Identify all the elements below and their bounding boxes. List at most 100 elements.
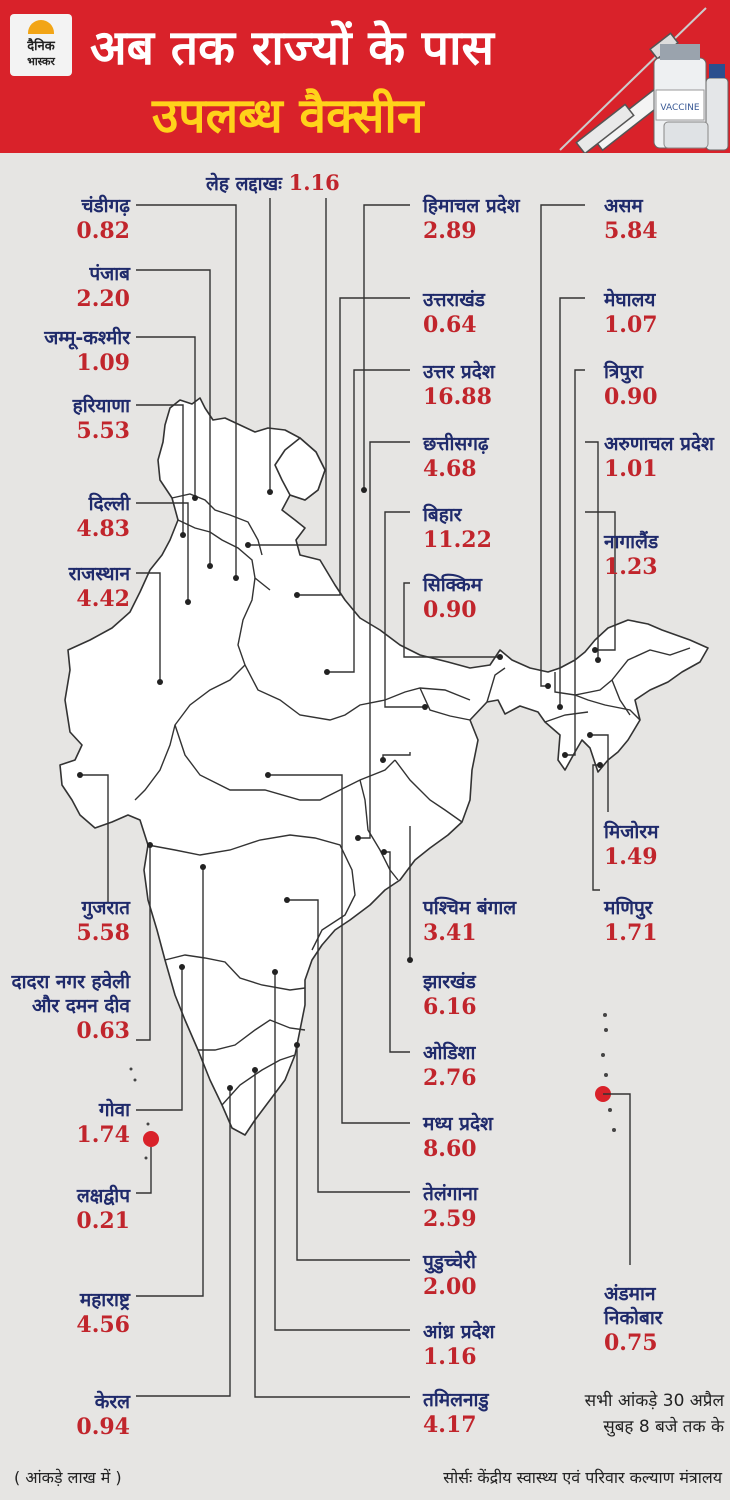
state-value: 1.07 [604, 312, 658, 338]
state-value: 4.83 [76, 516, 130, 542]
label-tripura: त्रिपुरा 0.90 [604, 360, 658, 410]
state-name: उत्तराखंड [423, 289, 485, 311]
header-banner: दैनिक भास्कर अब तक राज्यों के पास उपलब्ध… [0, 0, 730, 153]
label-maharashtra: महाराष्ट्र 4.56 [76, 1288, 130, 1338]
title-line1: अब तक राज्यों के पास [90, 20, 494, 76]
state-value: 0.75 [604, 1330, 658, 1356]
state-value: 0.82 [76, 218, 130, 244]
state-name: उत्तर प्रदेश [423, 361, 495, 383]
state-name: लक्षद्वीप [76, 1185, 130, 1207]
state-value: 4.68 [423, 456, 477, 482]
state-value: 5.53 [76, 418, 130, 444]
label-goa: गोवा 1.74 [76, 1098, 130, 1148]
title-line2: उपलब्ध वैक्सीन [152, 88, 424, 144]
label-odisha: ओडिशा 2.76 [423, 1041, 477, 1091]
label-uttar-pradesh: उत्तर प्रदेश 16.88 [423, 360, 495, 410]
date-note: सभी आंकड़े 30 अप्रैल सुबह 8 बजे तक के [544, 1388, 724, 1440]
label-haryana: हरियाणा 5.53 [73, 394, 130, 444]
syringe-vial-icon: VACCINE [559, 7, 729, 153]
state-name: पश्चिम बंगाल [423, 897, 517, 919]
state-value: 1.23 [604, 554, 658, 580]
state-value: 6.16 [423, 994, 477, 1020]
state-value: 2.20 [76, 286, 130, 312]
state-name: केरल [94, 1391, 130, 1413]
leh-name: लेह लद्दाखः [206, 173, 282, 195]
state-name: तेलंगाना [423, 1183, 478, 1205]
state-value: 1.01 [604, 456, 658, 482]
state-name: तमिलनाडु [423, 1389, 489, 1411]
source-note: सोर्सः केंद्रीय स्वास्थ्य एवं परिवार कल्… [443, 1468, 722, 1487]
state-name: अंडमान निकोबार [604, 1283, 663, 1329]
state-value: 0.21 [76, 1208, 130, 1234]
leader-dots [77, 487, 603, 1091]
label-sikkim: सिक्किम 0.90 [423, 573, 482, 623]
state-name: मिजोरम [604, 821, 659, 843]
state-value: 16.88 [423, 384, 492, 410]
logo-text-line2: भास्कर [27, 55, 55, 68]
india-outline [59, 397, 709, 1136]
state-name: त्रिपुरा [604, 361, 643, 383]
label-mizoram: मिजोरम 1.49 [604, 820, 658, 870]
state-value: 5.84 [604, 218, 658, 244]
state-value: 0.90 [604, 384, 658, 410]
label-andaman-nicobar: अंडमान निकोबार 0.75 [604, 1282, 714, 1356]
label-jammu-kashmir: जम्मू-कश्मीर 1.09 [44, 326, 130, 376]
state-value: 1.74 [76, 1122, 130, 1148]
state-name: हरियाणा [72, 395, 130, 417]
state-name: सिक्किम [423, 574, 482, 596]
state-name: मेघालय [604, 289, 656, 311]
state-name: आंध्र प्रदेश [423, 1321, 495, 1343]
label-kerala: केरल 0.94 [76, 1390, 130, 1440]
label-tamil-nadu: तमिलनाडु 4.17 [423, 1388, 489, 1438]
date-note-line1: सभी आंकड़े 30 अप्रैल [584, 1391, 724, 1411]
brand-logo: दैनिक भास्कर [10, 14, 72, 76]
state-name: अरुणाचल प्रदेश [604, 433, 714, 455]
label-telangana: तेलंगाना 2.59 [423, 1182, 478, 1232]
state-value: 3.41 [423, 920, 477, 946]
leh-value: 1.16 [288, 170, 340, 195]
state-value: 4.17 [423, 1412, 477, 1438]
label-nagaland: नागालैंड 1.23 [604, 530, 658, 580]
state-value: 1.09 [76, 350, 130, 376]
label-chhattisgarh: छत्तीसगढ़ 4.68 [423, 432, 489, 482]
state-value: 2.00 [423, 1274, 477, 1300]
state-value: 4.56 [76, 1312, 130, 1338]
state-name: जम्मू-कश्मीर [44, 327, 130, 349]
label-jharkhand: झारखंड 6.16 [423, 970, 477, 1020]
state-value: 0.64 [423, 312, 477, 338]
label-gujarat: गुजरात 5.58 [76, 896, 130, 946]
state-name: पंजाब [89, 263, 130, 285]
state-value: 11.22 [423, 527, 492, 553]
label-manipur: मणिपुर 1.71 [604, 896, 658, 946]
state-name: महाराष्ट्र [79, 1289, 130, 1311]
state-value: 2.76 [423, 1065, 477, 1091]
label-delhi: दिल्ली 4.83 [76, 492, 130, 542]
state-value: 8.60 [423, 1136, 477, 1162]
state-name: असम [604, 195, 643, 217]
state-name: दादरा नगर हवेली और दमन दीव [11, 971, 131, 1017]
state-name: ओडिशा [423, 1042, 476, 1064]
logo-text-line1: दैनिक [27, 39, 55, 54]
label-bihar: बिहार 11.22 [423, 503, 492, 553]
state-value: 5.58 [76, 920, 130, 946]
island-dots [129, 1013, 616, 1160]
label-meghalaya: मेघालय 1.07 [604, 288, 658, 338]
state-name: गुजरात [81, 897, 130, 919]
logo-sun-icon [28, 20, 54, 34]
state-name: मणिपुर [604, 897, 653, 919]
state-name: चंडीगढ़ [81, 195, 130, 217]
label-lakshadweep: लक्षद्वीप 0.21 [76, 1184, 130, 1234]
state-name: गोवा [98, 1099, 130, 1121]
state-name: दिल्ली [88, 493, 130, 515]
state-name: छत्तीसगढ़ [423, 433, 489, 455]
internal-borders [134, 493, 691, 1106]
leader-lines [80, 198, 631, 1398]
date-note-line2: सुबह 8 बजे तक के [603, 1417, 724, 1437]
state-value: 0.63 [76, 1018, 130, 1044]
state-name: पुडुच्चेरी [423, 1251, 476, 1273]
state-name: नागालैंड [604, 531, 659, 553]
label-leh-ladakh: लेह लद्दाखः 1.16 [206, 170, 340, 196]
label-assam: असम 5.84 [604, 194, 658, 244]
state-name: राजस्थान [68, 563, 130, 585]
vaccine-vial-label: VACCINE [660, 103, 700, 113]
